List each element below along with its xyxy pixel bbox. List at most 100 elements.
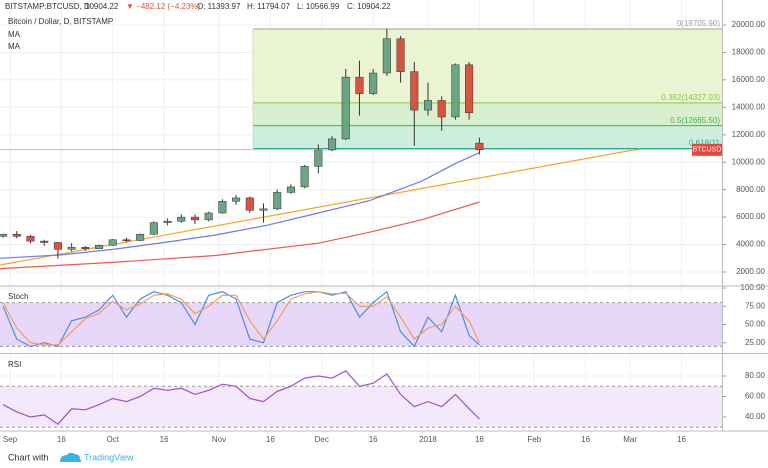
x-tick-label: Dec	[315, 435, 329, 444]
x-tick-label: 16	[581, 435, 590, 444]
chart-title: Bitcoin / Dollar, D, BITSTAMP	[8, 17, 113, 26]
y-tick-label: 6000.00	[736, 212, 765, 221]
footer-text: Chart with	[8, 452, 49, 462]
y-tick-label: 20000.00	[732, 20, 766, 29]
footer-brand: TradingView	[84, 452, 134, 462]
candle-body	[136, 234, 145, 241]
candle-body	[67, 247, 76, 250]
y-tick-label: 60.00	[745, 392, 766, 401]
x-tick-label: 16	[677, 435, 686, 444]
candle-body	[108, 239, 117, 246]
candle-body	[12, 234, 21, 237]
panel-title: Stoch	[8, 292, 28, 301]
candle-body	[40, 240, 49, 243]
band	[0, 302, 722, 347]
moving-average	[0, 152, 480, 259]
open: O: 11393.97	[197, 2, 241, 11]
candle-body	[286, 186, 295, 193]
y-tick-label: 10000.00	[732, 157, 766, 166]
y-tick-label: 4000.00	[736, 240, 765, 249]
fib-band	[253, 102, 722, 126]
candle-body	[232, 197, 241, 202]
candle-body	[300, 166, 309, 188]
fib-label: 0.618(11	[689, 139, 721, 148]
candle-body	[81, 247, 90, 249]
fib-label: 0.5(12665.50)	[670, 116, 720, 125]
x-tick-label: 16	[266, 435, 275, 444]
band	[0, 386, 722, 428]
candle-body	[26, 236, 35, 242]
candle-body	[475, 142, 484, 151]
fib-band	[253, 125, 722, 149]
x-tick-label: Oct	[107, 435, 120, 444]
x-tick-label: 16	[369, 435, 378, 444]
candle-body	[177, 216, 186, 222]
price-tag-label: BTCUSD	[693, 147, 722, 154]
low: L: 10566.99	[297, 2, 340, 11]
change: ▼ −482.12 (−4.23%)	[126, 2, 201, 11]
candle-body	[423, 100, 433, 111]
y-tick-label: 18000.00	[732, 48, 766, 57]
indicator-line	[2, 370, 480, 425]
fib-label: 0(19705.90)	[677, 19, 720, 28]
x-tick-label: Nov	[212, 435, 226, 444]
candle-body	[245, 197, 254, 211]
candle-body	[218, 201, 227, 214]
candle-body	[314, 149, 323, 167]
moving-average	[0, 201, 480, 270]
y-tick-label: 12000.00	[732, 130, 766, 139]
last-price: 10904.22	[85, 2, 119, 11]
candle-body	[451, 64, 460, 118]
high: H: 11794.07	[247, 2, 291, 11]
y-tick-label: 80.00	[745, 371, 766, 380]
y-tick-label: 25.00	[745, 338, 766, 347]
candle-body	[410, 71, 419, 111]
x-tick-label: 16	[475, 435, 484, 444]
candle-body	[382, 38, 391, 74]
panel-title: RSI	[8, 360, 21, 369]
fib-label: 0.382(14327.03)	[661, 93, 720, 102]
y-tick-label: 50.00	[745, 320, 766, 329]
candle-body	[396, 38, 405, 72]
candle-body	[163, 220, 172, 223]
legend-entry: MA	[8, 30, 21, 39]
candle-body	[273, 192, 282, 210]
candle-body	[259, 208, 268, 211]
candle-body	[0, 234, 8, 237]
fib-band	[253, 29, 722, 103]
candle-body	[53, 242, 62, 250]
close: C: 10904.22	[347, 2, 391, 11]
layers: Sep 16 Oct 16 Nov 16 Dec 16 2018 16 Feb 16 Mar 16 2000…	[0, 0, 766, 444]
y-tick-label: 100.00	[741, 283, 766, 292]
candle-body	[369, 72, 378, 94]
x-tick-label: 2018	[419, 435, 437, 444]
y-tick-label: 14000.00	[732, 102, 766, 111]
candle-body	[355, 76, 364, 94]
x-tick-label: 16	[57, 435, 66, 444]
candle-body	[95, 244, 104, 249]
price-tag	[692, 143, 722, 156]
symbol: BITSTAMP:BTCUSD, D	[5, 2, 90, 11]
y-tick-label: 75.00	[745, 301, 766, 310]
legend-entry: MA	[8, 42, 21, 51]
y-tick-label: 2000.00	[736, 267, 765, 276]
candle-body	[122, 239, 131, 242]
indicator-line	[2, 290, 480, 348]
candle-body	[341, 76, 350, 140]
x-tick-label: 16	[160, 435, 169, 444]
candle-body	[465, 64, 474, 114]
y-tick-label: 16000.00	[732, 75, 766, 84]
candle-body	[204, 212, 213, 221]
indicator-line	[2, 291, 480, 346]
x-tick-label: Feb	[527, 435, 541, 444]
y-tick-label: 40.00	[745, 412, 766, 421]
candle-body	[149, 222, 158, 235]
x-tick-label: Sep	[3, 435, 18, 444]
logo	[60, 452, 82, 462]
x-tick-label: Mar	[623, 435, 637, 444]
candle-body	[437, 100, 446, 118]
y-tick-label: 8000.00	[736, 185, 765, 194]
candle-body	[190, 216, 199, 221]
candle-body	[328, 138, 337, 151]
